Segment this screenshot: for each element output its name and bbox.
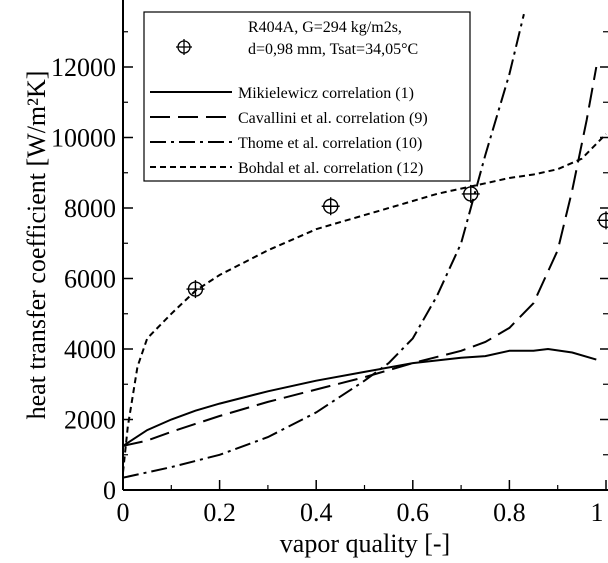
legend-label-thome: Thome et al. correlation (10) — [238, 135, 422, 152]
legend-label-bohdal: Bohdal et al. correlation (12) — [238, 160, 423, 177]
y-tick-label: 4000 — [64, 335, 116, 364]
series-line-3 — [123, 133, 607, 473]
x-tick-label: 0 — [117, 498, 130, 527]
experimental-point — [186, 280, 205, 299]
legend-label-mikielewicz: Mikielewicz correlation (1) — [238, 85, 414, 102]
y-tick-label: 12000 — [51, 53, 116, 82]
experimental-markers — [186, 184, 608, 299]
series-line-0 — [123, 347, 597, 447]
series-line-2 — [123, 13, 525, 479]
legend-box — [143, 11, 471, 182]
x-tick-label: 0.8 — [493, 498, 526, 527]
y-tick-label: 10000 — [51, 124, 116, 153]
experimental-point — [597, 211, 608, 230]
y-axis-title: heat transfer coefficient [W/m²K] — [22, 71, 51, 420]
series-group — [123, 13, 607, 479]
legend: R404A, G=294 kg/m2s, d=0,98 mm, Tsat=34,… — [143, 11, 471, 182]
y-tick-label: 6000 — [64, 265, 116, 294]
x-tick-label: 0.4 — [300, 498, 333, 527]
legend-experimental-label-line2: d=0,98 mm, Tsat=34,05°C — [248, 41, 418, 58]
x-axis-title: vapor quality [-] — [280, 529, 450, 558]
x-tick-label: 0.6 — [397, 498, 430, 527]
y-tick-label: 0 — [103, 476, 116, 505]
legend-label-cavallini: Cavallini et al. correlation (9) — [238, 110, 428, 127]
experimental-point — [321, 197, 340, 216]
ticks: 0 0.2 0.4 0.6 0.8 1 0 2000 4000 6000 8000 10000 1200… — [51, 31, 608, 527]
legend-experimental-marker — [176, 39, 192, 55]
series-line-1 — [123, 66, 598, 447]
y-tick-label: 8000 — [64, 194, 116, 223]
legend-experimental-label-line1: R404A, G=294 kg/m2s, — [248, 19, 402, 36]
experimental-point — [461, 184, 480, 203]
y-tick-label: 2000 — [64, 406, 116, 435]
x-tick-label: 0.2 — [203, 498, 236, 527]
x-tick-label: 1 — [591, 498, 604, 527]
